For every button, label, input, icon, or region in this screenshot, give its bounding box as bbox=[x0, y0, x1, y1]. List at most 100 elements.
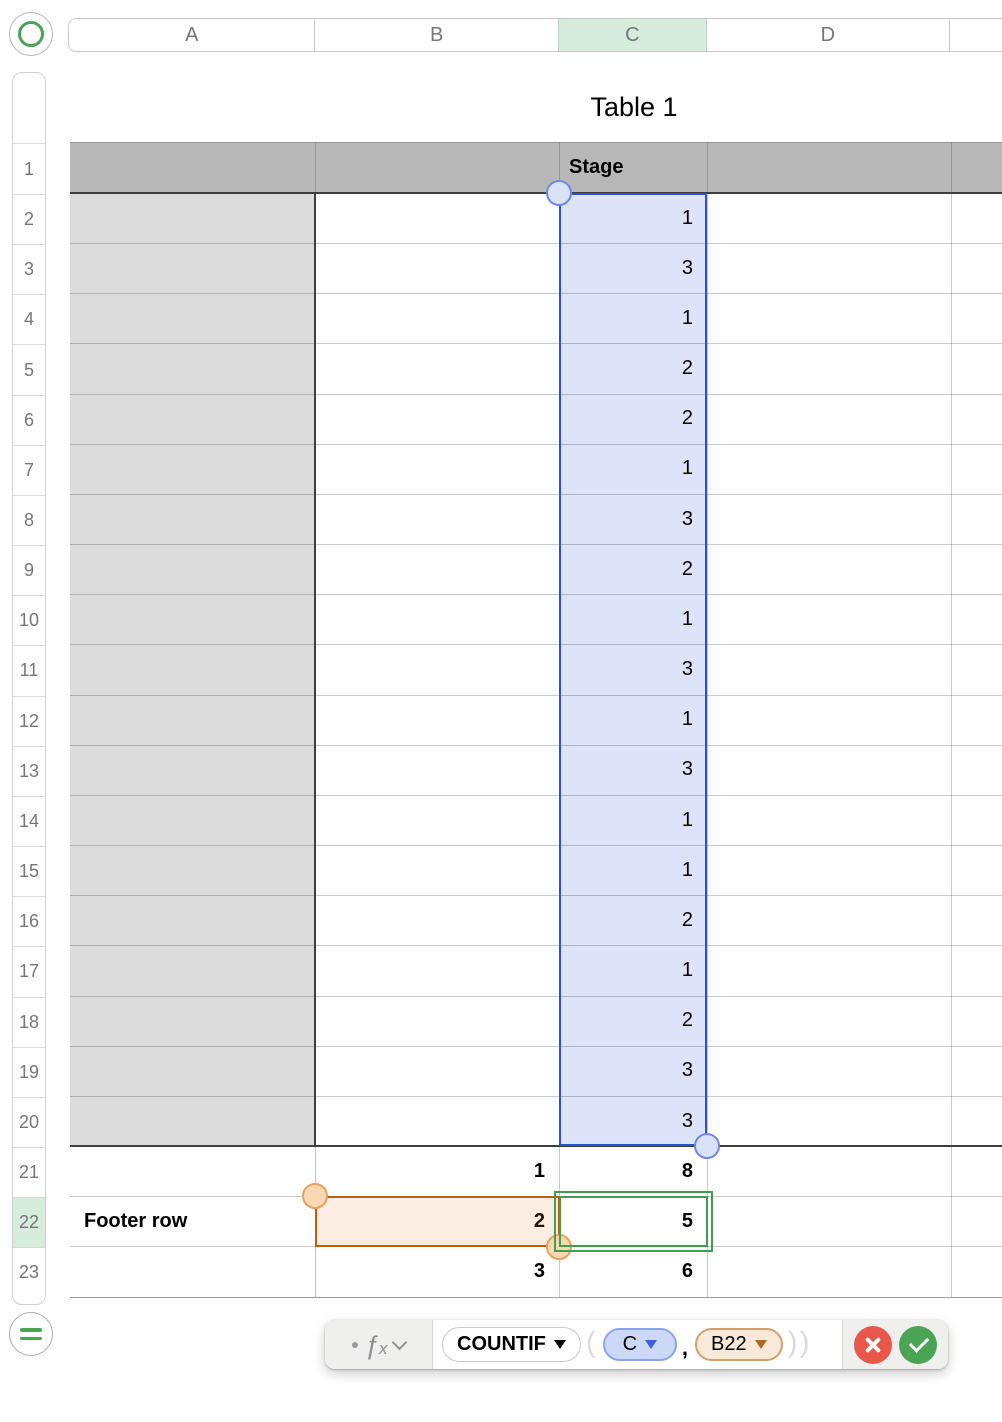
row-header-23[interactable]: 23 bbox=[13, 1247, 45, 1297]
cell-B23[interactable]: 3 bbox=[533, 1260, 545, 1283]
gridline bbox=[70, 443, 1002, 445]
gridline bbox=[70, 544, 1002, 546]
bullet-icon bbox=[351, 1341, 358, 1348]
comma-separator: , bbox=[681, 1334, 689, 1360]
accept-button[interactable] bbox=[899, 1325, 937, 1364]
row-header-22[interactable]: 22 bbox=[13, 1197, 45, 1248]
selection-fill-c2-c20 bbox=[559, 193, 707, 1147]
cell-C20[interactable]: 3 bbox=[681, 1109, 693, 1132]
cell-C15[interactable]: 1 bbox=[681, 858, 693, 881]
function-name: COUNTIF bbox=[457, 1333, 546, 1355]
cell-C17[interactable]: 1 bbox=[681, 959, 693, 982]
gridline bbox=[70, 192, 1002, 194]
formula-action-buttons bbox=[842, 1320, 948, 1369]
row-header-4[interactable]: 4 bbox=[13, 294, 45, 344]
row-header-1[interactable]: 1 bbox=[13, 143, 45, 194]
cell-C10[interactable]: 1 bbox=[681, 607, 693, 630]
row-header-5[interactable]: 5 bbox=[13, 344, 45, 394]
argument-label: C bbox=[622, 1333, 638, 1355]
equals-icon bbox=[20, 1328, 42, 1332]
gridline bbox=[70, 845, 1002, 847]
table-menu-handle[interactable] bbox=[9, 1312, 53, 1356]
cell-C14[interactable]: 1 bbox=[681, 808, 693, 831]
cell-C23[interactable]: 6 bbox=[681, 1260, 693, 1283]
row-header-7[interactable]: 7 bbox=[13, 444, 45, 495]
gridline bbox=[70, 694, 1002, 696]
dropdown-triangle-icon bbox=[754, 1340, 767, 1349]
cell-C19[interactable]: 3 bbox=[681, 1059, 693, 1082]
cell-C3[interactable]: 3 bbox=[681, 256, 693, 279]
check-icon bbox=[908, 1331, 930, 1353]
cell-C7[interactable]: 1 bbox=[681, 457, 693, 480]
dropdown-triangle-icon bbox=[645, 1340, 658, 1349]
column-header-B[interactable]: B bbox=[315, 19, 559, 51]
selection-handle-bottom[interactable] bbox=[694, 1133, 720, 1159]
row-header-6[interactable]: 6 bbox=[13, 394, 45, 445]
row-header-20[interactable]: 20 bbox=[13, 1096, 45, 1147]
row-header-12[interactable]: 12 bbox=[13, 695, 45, 746]
gridline bbox=[70, 142, 1002, 143]
column-header-A[interactable]: A bbox=[69, 19, 316, 51]
gridline bbox=[70, 945, 1002, 947]
cell-C12[interactable]: 1 bbox=[681, 708, 693, 731]
table-title: Table 1 bbox=[590, 92, 678, 122]
selection-handle-top[interactable] bbox=[546, 180, 572, 206]
formula-arg-highlight-b22 bbox=[315, 1196, 560, 1247]
cell-C18[interactable]: 2 bbox=[681, 1009, 693, 1032]
row-header-16[interactable]: 16 bbox=[13, 896, 45, 946]
function-token-countif[interactable]: COUNTIF bbox=[442, 1327, 581, 1362]
row-header-8[interactable]: 8 bbox=[13, 494, 45, 545]
row-header-15[interactable]: 15 bbox=[13, 846, 45, 896]
header-column-edge bbox=[314, 193, 316, 1147]
argument-token-b22[interactable]: B22 bbox=[695, 1328, 783, 1361]
cell-C5[interactable]: 2 bbox=[681, 357, 693, 380]
column-header-C[interactable]: C bbox=[558, 19, 707, 51]
cell-C6[interactable]: 2 bbox=[681, 407, 693, 430]
table-select-handle[interactable] bbox=[9, 12, 53, 56]
cell-C1-stage[interactable]: Stage bbox=[569, 156, 624, 178]
cell-C11[interactable]: 3 bbox=[681, 658, 693, 681]
cell-B22[interactable]: 2 bbox=[533, 1209, 545, 1232]
cell-C13[interactable]: 3 bbox=[681, 758, 693, 781]
cell-C8[interactable]: 3 bbox=[681, 507, 693, 530]
cell-C22[interactable]: 5 bbox=[681, 1209, 693, 1232]
row-header-13[interactable]: 13 bbox=[13, 745, 45, 796]
cell-C4[interactable]: 1 bbox=[681, 306, 693, 329]
arg-handle-top[interactable] bbox=[302, 1183, 328, 1209]
row-header-9[interactable]: 9 bbox=[13, 545, 45, 595]
gridline bbox=[70, 243, 1002, 245]
cell-B21[interactable]: 1 bbox=[533, 1159, 545, 1182]
row-header-2[interactable]: 2 bbox=[13, 194, 45, 244]
row-header-18[interactable]: 18 bbox=[13, 996, 45, 1047]
gridline bbox=[951, 142, 952, 1297]
argument-token-c[interactable]: C bbox=[602, 1328, 677, 1361]
gridline bbox=[70, 493, 1002, 495]
header-row-background bbox=[70, 142, 1002, 193]
row-header-11[interactable]: 11 bbox=[13, 645, 45, 695]
close-parens: )) bbox=[787, 1326, 812, 1359]
fx-icon: ƒx bbox=[364, 1329, 388, 1360]
row-header-19[interactable]: 19 bbox=[13, 1046, 45, 1097]
gridline bbox=[707, 142, 708, 1297]
gridline bbox=[315, 142, 316, 193]
row-header-17[interactable]: 17 bbox=[13, 946, 45, 996]
column-header-D[interactable]: D bbox=[707, 19, 951, 51]
cancel-button[interactable] bbox=[854, 1325, 892, 1364]
fx-menu-button[interactable]: ƒx bbox=[325, 1320, 433, 1369]
row-header-14[interactable]: 14 bbox=[13, 795, 45, 846]
column-a-shading bbox=[70, 193, 315, 1147]
cell-C9[interactable]: 2 bbox=[681, 557, 693, 580]
row-header-10[interactable]: 10 bbox=[13, 595, 45, 645]
cell-A22[interactable]: Footer row bbox=[84, 1209, 188, 1232]
cell-C16[interactable]: 2 bbox=[681, 908, 693, 931]
cell-C21[interactable]: 8 bbox=[681, 1159, 693, 1182]
cell-C2[interactable]: 1 bbox=[681, 206, 693, 229]
active-formula-cell-c22 bbox=[554, 1191, 713, 1252]
gridline bbox=[70, 1045, 1002, 1047]
row-header-3[interactable]: 3 bbox=[13, 244, 45, 294]
gridline bbox=[70, 594, 1002, 596]
row-header-21[interactable]: 21 bbox=[13, 1146, 45, 1197]
row-header-strip[interactable]: 1 2 3 4 5 6 7 8 9 10 11 12 13 14 15 16 17 18 19 20 21 22 23 bbox=[12, 72, 46, 1305]
